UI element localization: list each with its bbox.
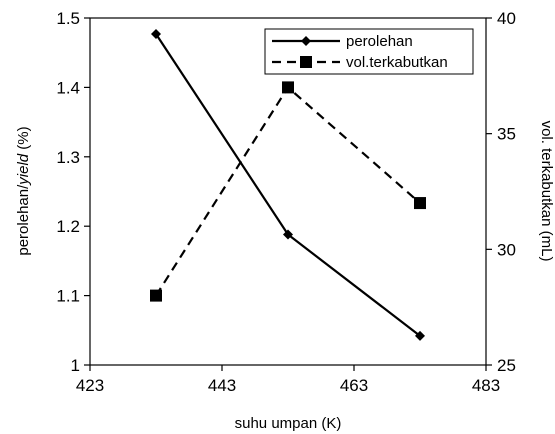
x-tick-label: 423	[76, 376, 104, 395]
series-1-point	[282, 81, 294, 94]
y-axis-right-title: vol. terkabutkan (mL)	[538, 121, 555, 262]
x-axis-title: suhu umpan (K)	[235, 415, 342, 432]
y-left-tick-label: 1.3	[56, 148, 80, 167]
right-axis: 25 30 35 40	[486, 9, 516, 375]
x-tick-label: 463	[340, 376, 368, 395]
y-axis-left-title: perolehan/yield (%)	[15, 126, 32, 255]
y-axis-left-title-italic: yield	[15, 153, 32, 186]
plot-area	[89, 17, 487, 366]
legend: perolehan vol.terkabutkan	[264, 28, 474, 75]
legend-marker-perolehan	[301, 36, 311, 46]
legend-box	[264, 28, 474, 75]
legend-label-perolehan: perolehan	[346, 33, 413, 50]
y-right-tick-label: 30	[497, 240, 516, 259]
y-axis-left-title-suffix: (%)	[15, 126, 32, 154]
series-0-point	[151, 28, 161, 39]
legend-marker-vol	[300, 56, 312, 68]
y-left-tick-label: 1.2	[56, 217, 80, 236]
series-0-point	[283, 229, 293, 240]
y-right-tick-label: 40	[497, 9, 516, 28]
y-axis-left-title-prefix: perolehan/	[15, 184, 32, 256]
left-axis: 1 1.1 1.2 1.3 1.4 1.5	[56, 9, 90, 375]
series-layer	[150, 28, 426, 341]
y-right-tick-label: 35	[497, 125, 516, 144]
series-1-point	[150, 289, 162, 302]
x-tick-label: 443	[208, 376, 236, 395]
legend-label-vol: vol.terkabutkan	[346, 54, 448, 71]
y-right-tick-label: 25	[497, 356, 516, 375]
series-1-point	[414, 197, 426, 210]
x-tick-label: 483	[472, 376, 500, 395]
y-left-tick-label: 1.4	[56, 78, 80, 97]
y-left-tick-label: 1.5	[56, 9, 80, 28]
y-left-tick-label: 1.1	[56, 287, 80, 306]
x-axis: 423 443 463 483	[76, 365, 500, 395]
y-left-tick-label: 1	[71, 356, 80, 375]
series-0-point	[415, 330, 425, 341]
